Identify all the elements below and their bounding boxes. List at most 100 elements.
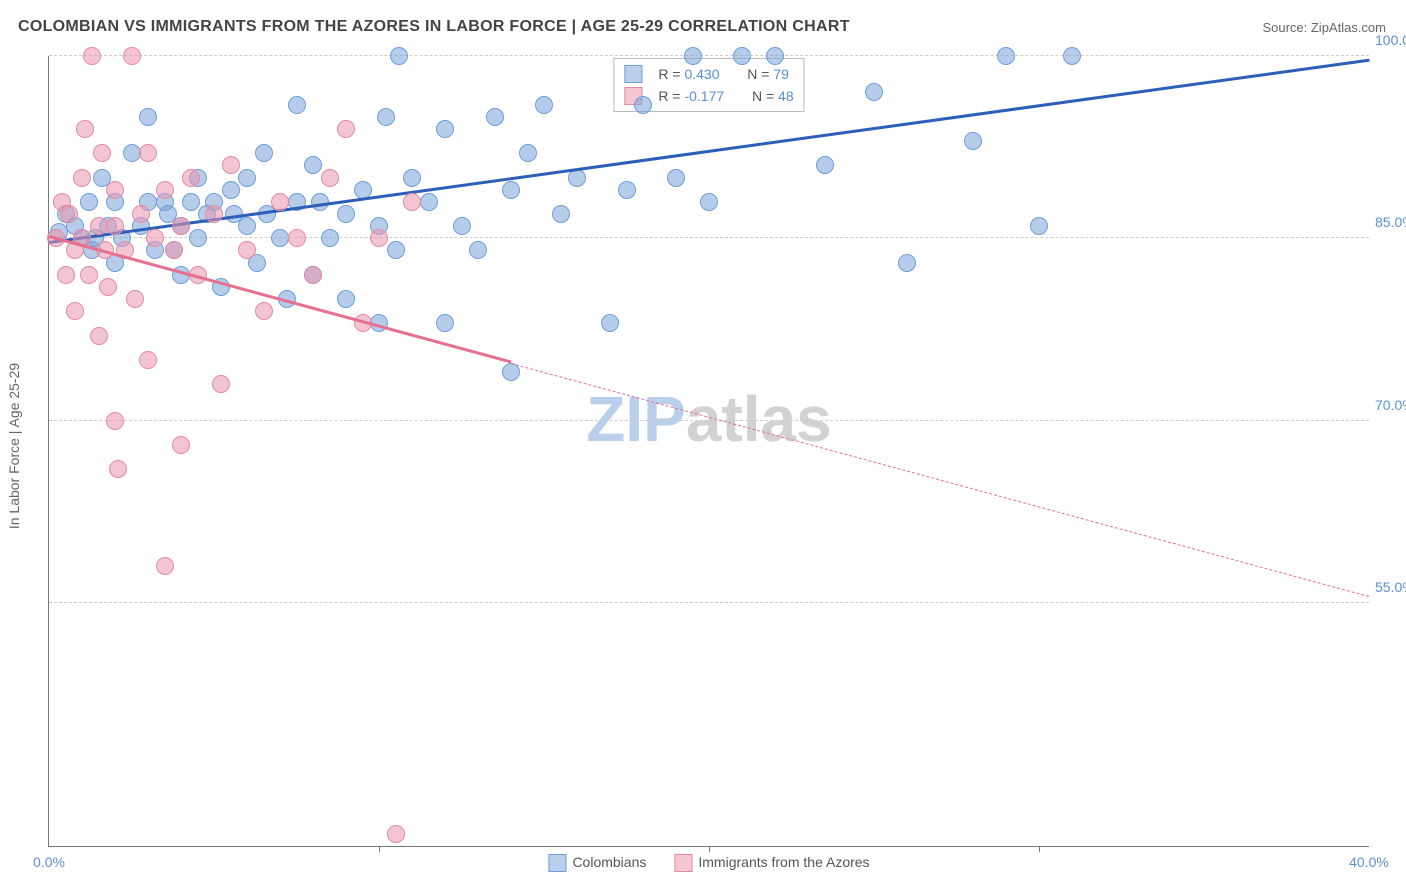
series-legend: Colombians Immigrants from the Azores — [548, 854, 869, 872]
data-point — [90, 327, 108, 345]
source-prefix: Source: — [1262, 20, 1310, 35]
legend-swatch — [624, 65, 642, 83]
data-point — [76, 120, 94, 138]
y-tick-label: 100.0% — [1375, 32, 1406, 48]
data-point — [486, 108, 504, 126]
data-point — [212, 375, 230, 393]
data-point — [667, 169, 685, 187]
x-tick-mark — [1039, 846, 1040, 852]
data-point — [156, 181, 174, 199]
data-point — [271, 193, 289, 211]
data-point — [271, 229, 289, 247]
source-attribution: Source: ZipAtlas.com — [1262, 20, 1386, 35]
data-point — [337, 290, 355, 308]
data-point — [420, 193, 438, 211]
data-point — [403, 193, 421, 211]
data-point — [60, 205, 78, 223]
data-point — [123, 47, 141, 65]
data-point — [132, 205, 150, 223]
data-point — [66, 302, 84, 320]
data-point — [99, 278, 117, 296]
data-point — [377, 108, 395, 126]
data-point — [80, 266, 98, 284]
data-point — [502, 181, 520, 199]
data-point — [387, 825, 405, 843]
legend-swatch — [674, 854, 692, 872]
legend-item: Colombians — [548, 854, 646, 872]
data-point — [146, 229, 164, 247]
data-point — [634, 96, 652, 114]
data-point — [139, 351, 157, 369]
regression-line — [49, 235, 512, 363]
data-point — [172, 217, 190, 235]
data-point — [288, 229, 306, 247]
legend-row: R = 0.430 N = 79 — [624, 63, 793, 85]
data-point — [337, 120, 355, 138]
y-tick-label: 85.0% — [1375, 214, 1406, 230]
r-label: R = -0.177 — [658, 85, 724, 107]
data-point — [238, 169, 256, 187]
x-tick-mark — [709, 846, 710, 852]
chart-title: COLOMBIAN VS IMMIGRANTS FROM THE AZORES … — [18, 18, 850, 36]
data-point — [865, 83, 883, 101]
x-tick-mark — [379, 846, 380, 852]
scatter-plot: ZIPatlas R = 0.430 N = 79R = -0.177 N = … — [48, 56, 1369, 847]
data-point — [390, 47, 408, 65]
data-point — [83, 47, 101, 65]
data-point — [93, 144, 111, 162]
data-point — [109, 460, 127, 478]
data-point — [601, 314, 619, 332]
data-point — [535, 96, 553, 114]
data-point — [1030, 217, 1048, 235]
data-point — [436, 314, 454, 332]
data-point — [182, 193, 200, 211]
data-point — [403, 169, 421, 187]
data-point — [90, 217, 108, 235]
n-label: N = 79 — [747, 63, 789, 85]
data-point — [700, 193, 718, 211]
data-point — [469, 241, 487, 259]
data-point — [172, 436, 190, 454]
data-point — [106, 181, 124, 199]
data-point — [238, 241, 256, 259]
data-point — [165, 241, 183, 259]
legend-item: Immigrants from the Azores — [674, 854, 869, 872]
data-point — [222, 156, 240, 174]
r-label: R = 0.430 — [658, 63, 719, 85]
gridline-h — [49, 420, 1369, 421]
data-point — [436, 120, 454, 138]
data-point — [106, 412, 124, 430]
data-point — [1063, 47, 1081, 65]
data-point — [321, 229, 339, 247]
gridline-h — [49, 55, 1369, 56]
y-axis-label: In Labor Force | Age 25-29 — [6, 363, 22, 529]
data-point — [766, 47, 784, 65]
gridline-h — [49, 237, 1369, 238]
data-point — [255, 144, 273, 162]
gridline-h — [49, 602, 1369, 603]
data-point — [222, 181, 240, 199]
data-point — [156, 557, 174, 575]
data-point — [139, 108, 157, 126]
data-point — [370, 229, 388, 247]
regression-line — [511, 363, 1369, 597]
data-point — [519, 144, 537, 162]
y-tick-label: 70.0% — [1375, 397, 1406, 413]
data-point — [453, 217, 471, 235]
data-point — [387, 241, 405, 259]
data-point — [255, 302, 273, 320]
legend-swatch — [548, 854, 566, 872]
data-point — [552, 205, 570, 223]
data-point — [321, 169, 339, 187]
data-point — [123, 144, 141, 162]
x-tick-label: 0.0% — [33, 854, 65, 870]
data-point — [684, 47, 702, 65]
data-point — [238, 217, 256, 235]
data-point — [189, 229, 207, 247]
data-point — [304, 266, 322, 284]
data-point — [106, 217, 124, 235]
data-point — [337, 205, 355, 223]
data-point — [898, 254, 916, 272]
data-point — [816, 156, 834, 174]
data-point — [288, 96, 306, 114]
